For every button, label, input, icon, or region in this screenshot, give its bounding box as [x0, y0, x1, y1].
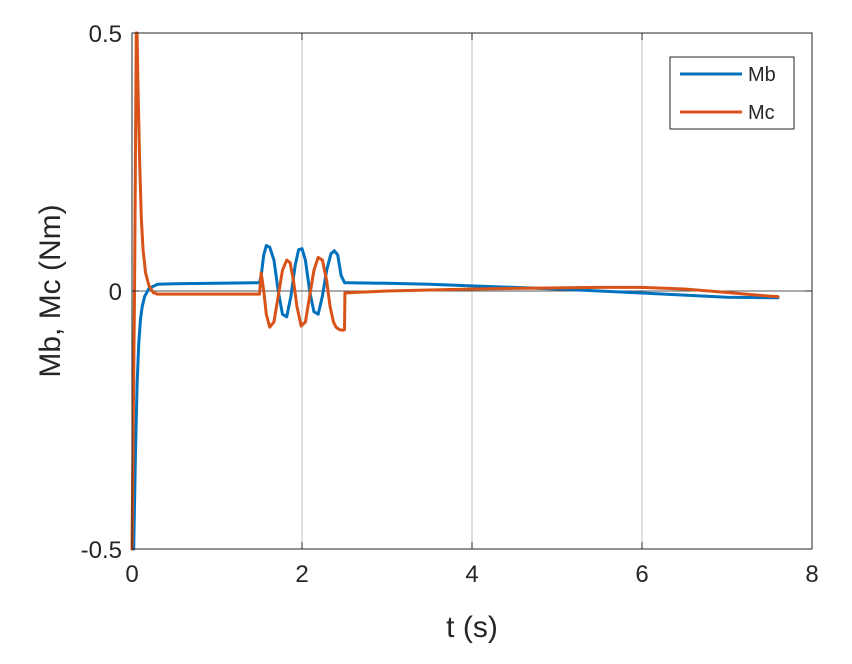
x-tick-label-4: 8 [805, 561, 818, 588]
legend: Mb Mc [669, 56, 795, 130]
y-tick-label-2: 0.5 [89, 21, 122, 48]
legend-label-mb: Mb [748, 64, 776, 86]
x-tick-label-0: 0 [125, 561, 138, 588]
x-tick-label-1: 2 [295, 561, 308, 588]
x-tick-label-2: 4 [465, 561, 478, 588]
series-layer [130, 31, 780, 551]
legend-label-mc: Mc [748, 102, 775, 124]
y-axis-label: Mb, Mc (Nm) [34, 204, 67, 377]
x-axis-ticks: 0 2 4 6 8 [125, 33, 819, 588]
x-axis-label: t (s) [446, 611, 498, 644]
x-tick-label-3: 6 [635, 561, 648, 588]
series-line-mc [130, 31, 780, 551]
legend-box [669, 56, 795, 130]
y-tick-label-0: -0.5 [81, 537, 122, 564]
y-axis-ticks: -0.5 0 0.5 [81, 21, 812, 564]
y-tick-label-1: 0 [109, 279, 122, 306]
